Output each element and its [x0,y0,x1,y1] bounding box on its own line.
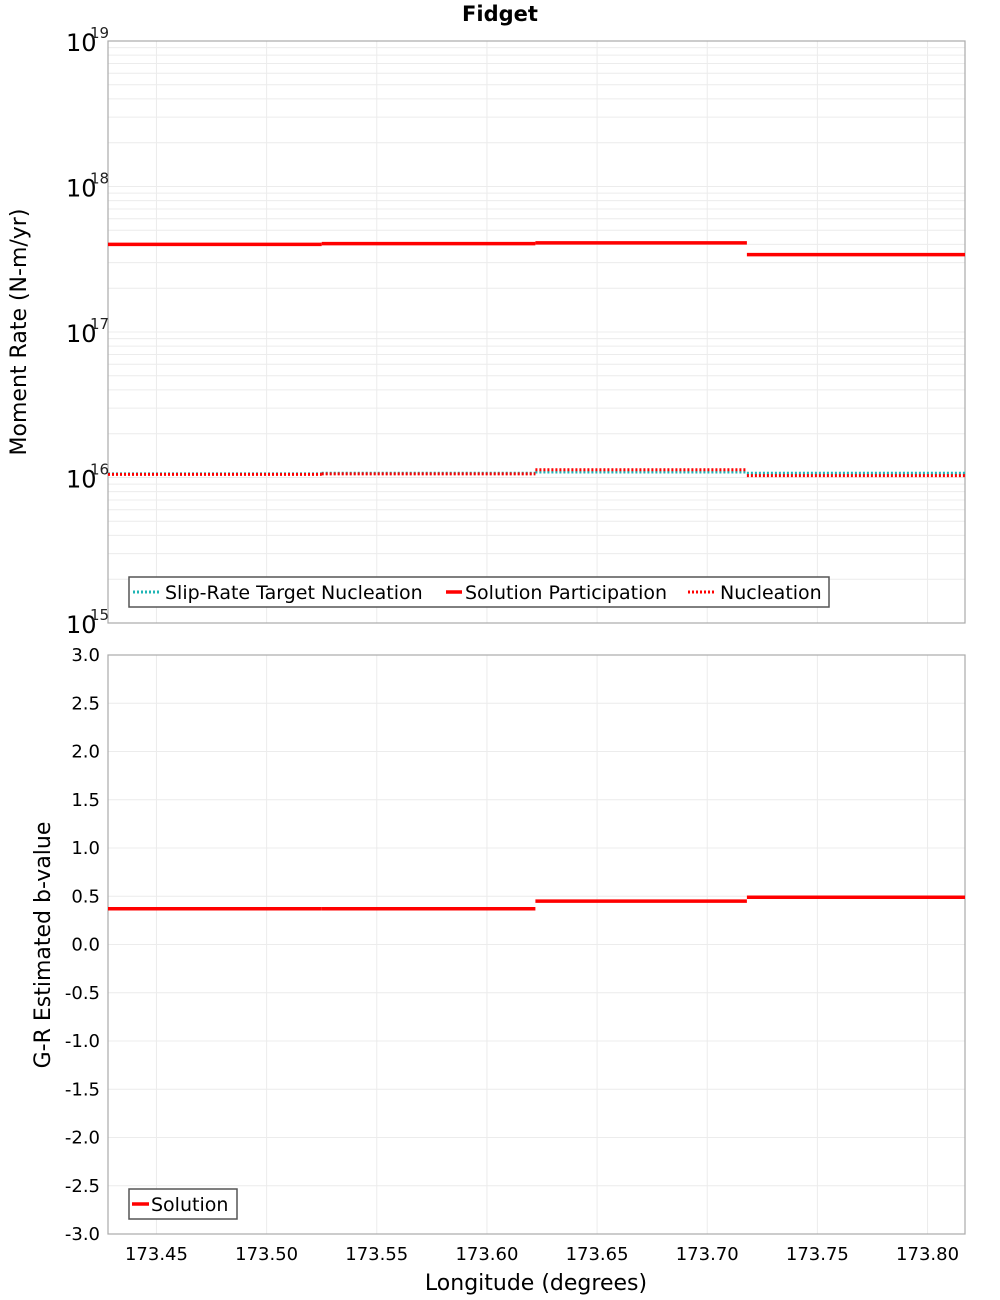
top-series [108,243,965,476]
y-tick-label: -0.5 [65,983,100,1004]
legend-label-solution: Solution [151,1194,228,1216]
x-ticks: 173.45 173.50 173.55 173.60 173.65 173.70 173.… [125,1244,959,1265]
bottom-legend: Solution [129,1189,237,1219]
x-tick-label: 173.75 [786,1244,849,1265]
y-tick-label: -3.0 [65,1224,100,1245]
x-tick-label: 173.60 [455,1244,518,1265]
x-tick-label: 173.80 [896,1244,959,1265]
bottom-y-axis-label: G-R Estimated b-value [31,822,56,1069]
y-tick-label: 0.0 [71,935,100,956]
svg-text:19: 19 [90,24,109,42]
svg-text:16: 16 [90,461,109,479]
x-tick-label: 173.45 [125,1244,188,1265]
top-y-axis-label: Moment Rate (N-m/yr) [7,209,32,456]
x-axis-label: Longitude (degrees) [425,1271,647,1296]
bottom-plot: 3.0 2.5 2.0 1.5 1.0 0.5 0.0 -0.5 -1.0 -1.5 -2.0 -2.… [31,645,965,1296]
top-grid [108,41,965,623]
top-legend: Slip-Rate Target Nucleation Solution Par… [129,577,829,607]
y-tick-label: 2.5 [71,693,100,714]
y-tick-label: 1.0 [71,838,100,859]
y-tick-label: -1.0 [65,1031,100,1052]
svg-text:18: 18 [90,170,109,188]
svg-text:17: 17 [90,315,109,333]
chart-canvas: 10191018101710161015 Moment Rate (N-m/yr… [0,0,1000,1300]
y-tick-label: -1.5 [65,1079,100,1100]
bottom-y-ticks: 3.0 2.5 2.0 1.5 1.0 0.5 0.0 -0.5 -1.0 -1.5 -2.0 -2.… [65,645,100,1245]
x-tick-label: 173.70 [676,1244,739,1265]
x-tick-label: 173.55 [345,1244,408,1265]
y-tick-label: 1.5 [71,790,100,811]
x-tick-label: 173.65 [566,1244,629,1265]
bottom-series [108,897,965,909]
legend-label-nucleation: Nucleation [720,582,822,604]
svg-text:15: 15 [90,606,109,624]
legend-label-target: Slip-Rate Target Nucleation [165,582,423,604]
bottom-grid [108,655,965,1234]
y-tick-label: 3.0 [71,645,100,666]
y-tick-label: -2.5 [65,1176,100,1197]
x-tick-label: 173.50 [235,1244,298,1265]
y-tick-label: 0.5 [71,886,100,907]
legend-label-solution-participation: Solution Participation [465,582,667,604]
top-plot: 10191018101710161015 Moment Rate (N-m/yr… [7,24,965,639]
top-y-ticks: 10191018101710161015 [66,24,109,639]
y-tick-label: -2.0 [65,1128,100,1149]
y-tick-label: 2.0 [71,742,100,763]
